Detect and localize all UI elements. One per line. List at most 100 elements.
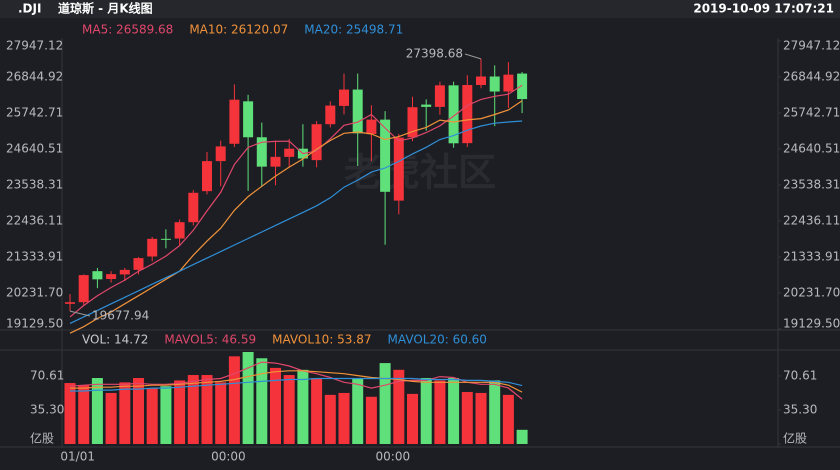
volume-bar bbox=[297, 369, 309, 444]
timestamp: 2019-10-09 17:07:21 bbox=[693, 2, 834, 16]
watermark: 老虎社区 bbox=[344, 151, 496, 195]
candle-body bbox=[325, 105, 336, 125]
symbol: .DJI bbox=[18, 2, 41, 16]
candle-body bbox=[270, 156, 281, 167]
volume-bar bbox=[393, 369, 405, 444]
candle-body bbox=[503, 74, 514, 92]
annotation-leader bbox=[69, 310, 91, 317]
y-tick-label: 20231.70 bbox=[783, 286, 840, 300]
volume-bar bbox=[187, 375, 199, 444]
candle-body bbox=[311, 124, 322, 161]
y-tick-label: 35.30 bbox=[783, 402, 817, 416]
candle-body bbox=[65, 302, 75, 304]
volume-bar bbox=[475, 392, 487, 444]
mavol-line bbox=[70, 370, 523, 393]
candle-body bbox=[188, 192, 199, 223]
y-tick-label: 20231.70 bbox=[6, 286, 63, 300]
volume-bar bbox=[338, 392, 350, 444]
y-tick-label: 24640.51 bbox=[783, 142, 840, 156]
y-tick-label: 25742.71 bbox=[783, 106, 840, 120]
candle-body bbox=[366, 119, 377, 134]
annotation: 27398.68 bbox=[406, 47, 463, 61]
y-tick-label: 21333.91 bbox=[6, 249, 63, 263]
volume-bar bbox=[448, 378, 460, 444]
y-tick-label: 27947.12 bbox=[783, 39, 840, 53]
volume-bar bbox=[174, 380, 186, 444]
y-tick-label: 27947.12 bbox=[6, 39, 63, 53]
volume-bar bbox=[78, 385, 90, 444]
volume-bar bbox=[242, 352, 254, 444]
volume-bar bbox=[105, 392, 117, 444]
y-tick-label: 70.61 bbox=[783, 368, 817, 382]
chart-title: 道琼斯 - 月K线图 bbox=[58, 1, 153, 16]
candle-body bbox=[284, 148, 295, 157]
candle-body bbox=[229, 99, 240, 144]
legend-entry: MA5: 26589.68 bbox=[82, 23, 173, 37]
volume-bar bbox=[160, 386, 172, 444]
annotation-leader bbox=[464, 53, 482, 60]
candle-body bbox=[106, 274, 117, 280]
mavol-line bbox=[70, 377, 523, 392]
volume-bar bbox=[516, 429, 528, 444]
candle-body bbox=[215, 146, 226, 162]
candle-body bbox=[339, 89, 349, 106]
candle-body bbox=[78, 275, 89, 303]
x-tick-label: 01/01 bbox=[60, 450, 95, 464]
volume-bar bbox=[365, 396, 377, 444]
candle-body bbox=[393, 137, 404, 201]
y-tick-label: 25742.71 bbox=[6, 106, 63, 120]
legend-entry: MAVOL5: 46.59 bbox=[164, 333, 256, 347]
candle-body bbox=[174, 222, 185, 239]
legend-entry: VOL: 14.72 bbox=[82, 333, 148, 347]
volume-bar bbox=[270, 367, 281, 444]
candle-body bbox=[476, 76, 486, 85]
volume-bar bbox=[461, 391, 473, 444]
mavol-line bbox=[69, 361, 523, 400]
y-tick-label: 19129.50 bbox=[6, 317, 63, 331]
candle-body bbox=[517, 73, 528, 100]
candle-body bbox=[160, 238, 171, 240]
y-tick-label: 22436.11 bbox=[6, 213, 63, 227]
volume-bar bbox=[324, 394, 336, 444]
y-tick-label: 35.30 bbox=[30, 402, 64, 416]
volume-bar bbox=[256, 358, 268, 444]
volume-bar bbox=[489, 380, 501, 444]
candle-body bbox=[421, 104, 432, 107]
volume-bar bbox=[502, 394, 514, 444]
candle-body bbox=[243, 101, 254, 138]
x-tick-label: 00:00 bbox=[376, 450, 411, 464]
legend-entry: MAVOL10: 53.87 bbox=[272, 333, 371, 347]
volume-bar bbox=[91, 378, 103, 444]
annotation: 19677.94 bbox=[92, 309, 149, 323]
candle-body bbox=[448, 85, 459, 144]
y-tick-label: 26844.92 bbox=[783, 69, 840, 83]
y-tick-label: 21333.91 bbox=[783, 249, 840, 263]
legend-entry: MAVOL20: 60.60 bbox=[388, 333, 487, 347]
candle-body bbox=[202, 161, 212, 192]
header-bar bbox=[0, 0, 840, 18]
volume-bar bbox=[64, 383, 76, 444]
candle-body bbox=[407, 107, 418, 138]
volume-bar bbox=[420, 378, 432, 444]
candle-body bbox=[380, 119, 391, 192]
volume-bar bbox=[283, 375, 295, 444]
volume-bar bbox=[215, 382, 227, 444]
volume-bar bbox=[146, 388, 158, 444]
candle-body bbox=[92, 271, 103, 280]
y-tick-label: 亿股 bbox=[30, 431, 54, 446]
candle-body bbox=[489, 76, 500, 92]
ma-line bbox=[69, 120, 523, 324]
volume-bar bbox=[228, 356, 240, 444]
y-tick-label: 70.61 bbox=[30, 368, 64, 382]
candle-body bbox=[462, 84, 473, 144]
volume-bar bbox=[133, 378, 144, 444]
candle-body bbox=[352, 89, 363, 134]
y-tick-label: 23538.31 bbox=[783, 178, 840, 192]
volume-bar bbox=[379, 363, 391, 444]
legend-entry: MA10: 26120.07 bbox=[189, 23, 288, 37]
ma-line bbox=[69, 100, 523, 334]
volume-bar bbox=[352, 378, 364, 444]
candle-body bbox=[147, 238, 158, 257]
y-tick-label: 19129.50 bbox=[783, 317, 840, 331]
